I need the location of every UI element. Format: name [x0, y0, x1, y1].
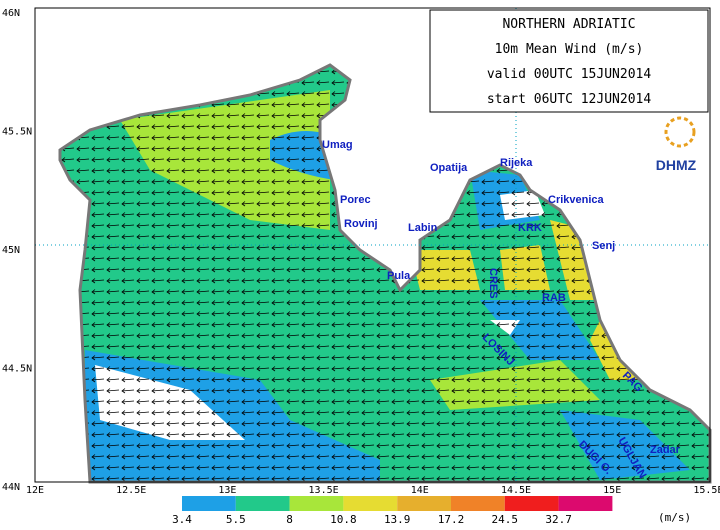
- map-frame: [34, 7, 711, 483]
- legend-swatch: [451, 496, 505, 511]
- lon-label: 14.5E: [501, 485, 531, 496]
- legend-swatch: [397, 496, 451, 511]
- place-label: Porec: [340, 194, 371, 206]
- legend-swatch: [504, 496, 559, 511]
- title-line: NORTHERN ADRIATIC: [502, 17, 635, 32]
- title-box: [429, 9, 709, 113]
- place-label: KRK: [518, 222, 542, 234]
- legend-label: 17.2: [438, 513, 465, 526]
- title-line: valid 00UTC 15JUN2014: [487, 67, 652, 82]
- lat-label: 45.5N: [2, 127, 32, 138]
- legend-swatch: [343, 496, 398, 511]
- place-label: Pula: [387, 270, 411, 282]
- place-label: Opatija: [430, 162, 468, 174]
- place-label: CRES: [487, 268, 499, 299]
- legend-label: 10.8: [330, 513, 357, 526]
- lat-label: 46N: [2, 8, 20, 19]
- lon-label: 12E: [26, 485, 44, 496]
- legend-swatch: [235, 496, 290, 511]
- place-label: Rovinj: [344, 218, 378, 230]
- legend-label: 5.5: [226, 513, 246, 526]
- logo-mark: [664, 116, 696, 148]
- legend-label: 13.9: [384, 513, 411, 526]
- place-label: Umag: [322, 139, 353, 151]
- legend-label: 3.4: [172, 513, 192, 526]
- legend-swatch: [182, 496, 236, 511]
- legend-label: 24.5: [492, 513, 519, 526]
- place-label: Zadar: [650, 444, 681, 456]
- logo: DHMZ: [656, 116, 697, 173]
- title-line: start 06UTC 12JUN2014: [487, 92, 652, 107]
- title-line: 10m Mean Wind (m/s): [495, 42, 644, 57]
- logo-text: DHMZ: [656, 157, 697, 173]
- lon-label: 12.5E: [116, 485, 146, 496]
- lat-label: 44N: [2, 482, 20, 493]
- lon-label: 14E: [411, 485, 429, 496]
- legend-swatch: [289, 496, 344, 511]
- lon-label: 13.5E: [309, 485, 339, 496]
- legend-label: 32.7: [545, 513, 572, 526]
- place-label: Senj: [592, 240, 615, 252]
- lon-label: 15.5E: [693, 485, 720, 496]
- legend-swatch: [558, 496, 613, 511]
- lat-label: 44.5N: [2, 364, 32, 375]
- legend-unit: (m/s): [658, 511, 691, 524]
- place-label: RAB: [542, 292, 566, 304]
- lon-label: 13E: [218, 485, 236, 496]
- lat-label: 45N: [2, 245, 20, 256]
- place-label: Labin: [408, 222, 438, 234]
- lon-label: 15E: [603, 485, 621, 496]
- place-label: Crikvenica: [548, 194, 605, 206]
- legend-label: 8: [286, 513, 293, 526]
- place-label: Rijeka: [500, 157, 533, 169]
